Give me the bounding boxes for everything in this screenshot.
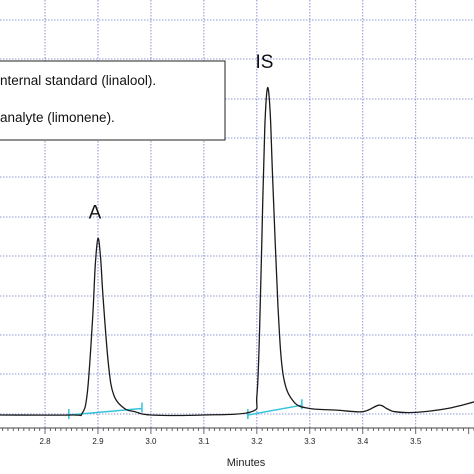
x-tick-label-3.0: 3.0 bbox=[145, 437, 157, 446]
legend-box bbox=[0, 60, 226, 141]
peak-label-is: IS bbox=[255, 52, 273, 73]
chromatogram-trace-0 bbox=[0, 86, 474, 417]
x-tick-label-3.1: 3.1 bbox=[198, 437, 210, 446]
legend-entry-internal-standard: nternal standard (linalool). bbox=[0, 73, 156, 88]
peak-labels: A IS bbox=[89, 52, 274, 223]
x-tick-label-2.8: 2.8 bbox=[39, 437, 51, 446]
series-layer bbox=[0, 86, 474, 417]
x-tick-label-2.9: 2.9 bbox=[92, 437, 104, 446]
x-tick-label-3.4: 3.4 bbox=[357, 437, 369, 446]
legend-entry-analyte: analyte (limonene). bbox=[0, 110, 115, 125]
x-axis: Minutes bbox=[0, 427, 474, 469]
x-axis-ticks: 2.8 2.9 3.0 3.1 3.2 3.3 3.4 3.5 bbox=[2, 428, 474, 446]
baseline-1 bbox=[247, 404, 303, 416]
x-tick-label-3.3: 3.3 bbox=[304, 437, 316, 446]
legend: nternal standard (linalool). analyte (li… bbox=[0, 60, 226, 141]
x-tick-label-3.2: 3.2 bbox=[251, 437, 263, 446]
x-axis-title: Minutes bbox=[227, 457, 266, 469]
peak-label-a: A bbox=[89, 202, 102, 223]
x-tick-label-3.5: 3.5 bbox=[410, 437, 422, 446]
